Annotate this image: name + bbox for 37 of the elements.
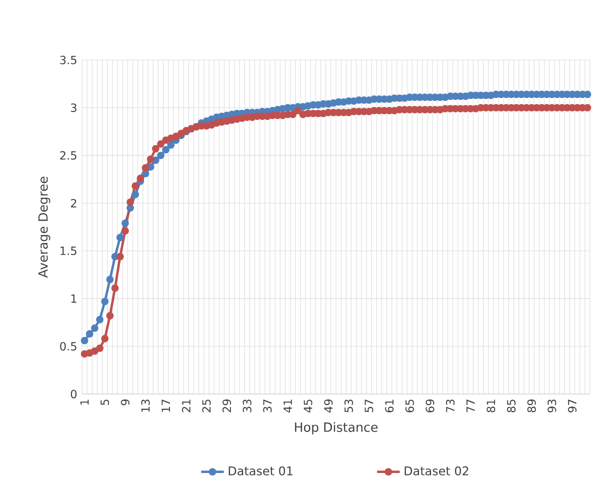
x-tick-label: 5 bbox=[100, 400, 110, 405]
x-tick-label: 73 bbox=[446, 400, 455, 412]
x-tick-label: 81 bbox=[486, 400, 496, 412]
x-tick-label: 97 bbox=[568, 400, 577, 412]
x-tick-label: 41 bbox=[284, 400, 292, 413]
y-tick-label: 0.5 bbox=[60, 342, 76, 351]
x-tick-label: 77 bbox=[466, 400, 475, 412]
x-tick-label: 53 bbox=[344, 400, 353, 412]
x-tick-label: 69 bbox=[426, 399, 434, 412]
x-tick-label: 37 bbox=[263, 400, 272, 412]
x-tick-label: 9 bbox=[120, 399, 130, 406]
x-axis-title: Hop Distance bbox=[295, 422, 378, 434]
y-tick-label: 2 bbox=[70, 198, 76, 208]
x-tick-label: 1 bbox=[80, 400, 89, 405]
y-tick-label: 3.5 bbox=[60, 56, 76, 64]
x-tick-label: 45 bbox=[304, 400, 312, 413]
x-tick-label: 13 bbox=[141, 400, 150, 412]
y-tick-label: 1 bbox=[71, 294, 76, 303]
x-tick-label: 93 bbox=[548, 400, 556, 412]
legend-label: Dataset 01 bbox=[228, 466, 292, 476]
x-tick-label: 57 bbox=[364, 400, 374, 412]
x-tick-label: 49 bbox=[324, 399, 333, 413]
y-tick-label: 2.5 bbox=[60, 151, 76, 160]
x-tick-label: 25 bbox=[202, 400, 211, 412]
x-tick-label: 17 bbox=[162, 400, 170, 412]
y-tick-label: 0 bbox=[70, 390, 77, 398]
x-tick-label: 65 bbox=[405, 400, 414, 412]
x-tick-label: 61 bbox=[385, 400, 394, 412]
y-tick-label: 1.5 bbox=[60, 246, 76, 256]
y-axis-title: Average Degree bbox=[38, 176, 50, 278]
x-tick-label: 89 bbox=[527, 399, 536, 412]
x-tick-label: 33 bbox=[242, 400, 252, 412]
y-tick-label: 3 bbox=[70, 103, 76, 112]
x-tick-label: 29 bbox=[222, 399, 232, 412]
legend-label: Dataset 02 bbox=[404, 466, 468, 476]
x-tick-label: 21 bbox=[182, 400, 190, 412]
x-tick-label: 85 bbox=[507, 400, 516, 412]
